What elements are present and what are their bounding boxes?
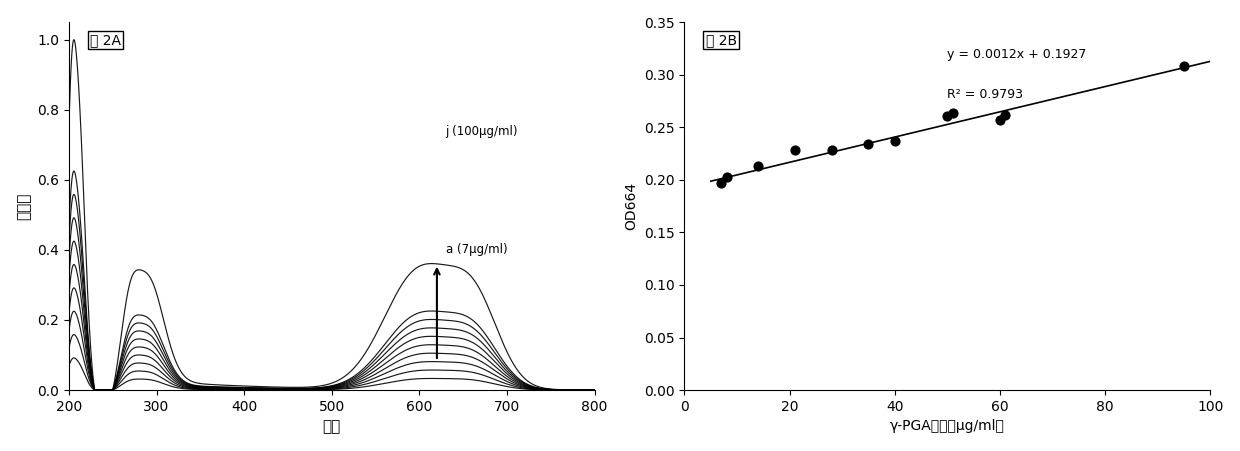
Point [937, 112, 957, 120]
Point [942, 109, 962, 116]
X-axis label: 波长: 波长 [322, 419, 341, 434]
Y-axis label: OD664: OD664 [625, 182, 639, 230]
Text: 图 2A: 图 2A [91, 33, 122, 47]
Point [785, 147, 805, 154]
Text: R² = 0.9793: R² = 0.9793 [947, 88, 1023, 101]
Text: y = 0.0012x + 0.1927: y = 0.0012x + 0.1927 [947, 48, 1086, 61]
Point [712, 179, 732, 187]
Text: j (100μg/ml): j (100μg/ml) [445, 125, 518, 138]
Point [717, 173, 737, 180]
Point [822, 147, 842, 154]
Point [990, 116, 1009, 124]
Point [1174, 63, 1194, 70]
Point [996, 111, 1016, 118]
Point [858, 141, 878, 148]
Point [885, 138, 905, 145]
Point [748, 162, 768, 170]
Text: a (7μg/ml): a (7μg/ml) [445, 243, 507, 256]
Y-axis label: 吸光度: 吸光度 [16, 193, 32, 220]
X-axis label: γ-PGA浓度（μg/ml）: γ-PGA浓度（μg/ml） [890, 419, 1004, 433]
Text: 图 2B: 图 2B [706, 33, 737, 47]
